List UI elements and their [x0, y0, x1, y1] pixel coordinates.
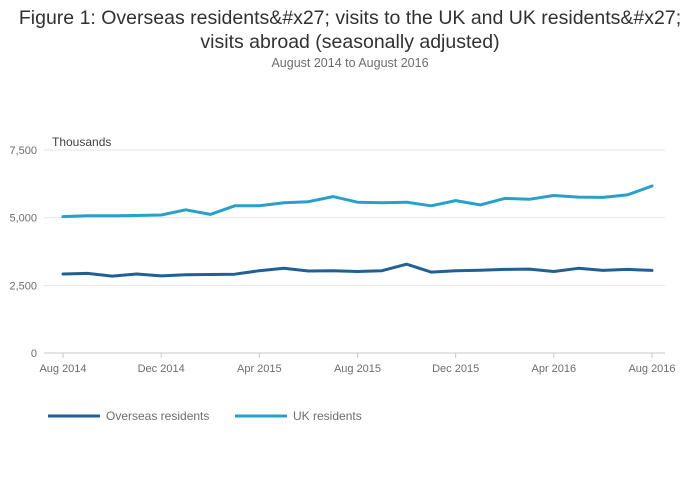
x-tick-label: Dec 2014: [138, 363, 185, 375]
y-tick-label: 7,500: [9, 145, 37, 157]
x-tick-label: Aug 2016: [628, 363, 675, 375]
y-tick-label: 0: [31, 348, 37, 360]
x-tick-label: Aug 2014: [39, 363, 86, 375]
x-tick-label: Aug 2015: [334, 363, 381, 375]
legend-label: UK residents: [293, 409, 362, 423]
gridlines: [44, 149, 665, 354]
series-lines: [61, 184, 654, 278]
y-axis-label: Thousands: [52, 135, 111, 149]
legend: Overseas residents UK residents: [48, 409, 362, 423]
chart-title: Figure 1: Overseas residents&#x27; visit…: [18, 7, 682, 53]
x-tick-label: Apr 2016: [532, 363, 577, 375]
y-tick-label: 5,000: [9, 213, 37, 225]
series-line-overseas-residents: [61, 262, 654, 278]
y-tick-label: 2,500: [9, 280, 37, 292]
series-line-uk-residents: [61, 184, 654, 219]
legend-label: Overseas residents: [106, 409, 209, 423]
x-tick-label: Dec 2015: [432, 363, 479, 375]
chart-subtitle: August 2014 to August 2016: [271, 56, 429, 70]
x-tick-label: Apr 2015: [237, 363, 282, 375]
axes: 0 2,500 5,000 7,500 Thousands Aug 2014 Dec 201…: [9, 135, 675, 375]
